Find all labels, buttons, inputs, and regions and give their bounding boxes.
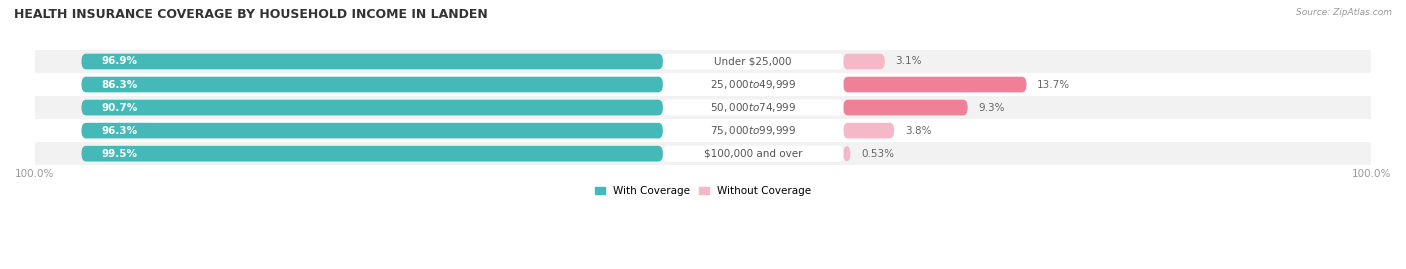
Text: 86.3%: 86.3% <box>101 80 138 90</box>
Text: Under $25,000: Under $25,000 <box>714 56 792 66</box>
Text: 3.8%: 3.8% <box>905 126 931 136</box>
FancyBboxPatch shape <box>82 146 662 161</box>
Text: $75,000 to $99,999: $75,000 to $99,999 <box>710 124 796 137</box>
Bar <box>35 142 1371 165</box>
Bar <box>35 73 1371 96</box>
FancyBboxPatch shape <box>662 100 844 116</box>
Bar <box>35 119 1371 142</box>
Text: $50,000 to $74,999: $50,000 to $74,999 <box>710 101 796 114</box>
FancyBboxPatch shape <box>82 123 662 139</box>
Legend: With Coverage, Without Coverage: With Coverage, Without Coverage <box>591 182 815 200</box>
Text: 0.53%: 0.53% <box>860 149 894 159</box>
FancyBboxPatch shape <box>844 77 1026 92</box>
FancyBboxPatch shape <box>844 54 884 69</box>
FancyBboxPatch shape <box>662 123 844 139</box>
Bar <box>35 96 1371 119</box>
Text: 9.3%: 9.3% <box>979 102 1005 113</box>
Bar <box>35 50 1371 73</box>
FancyBboxPatch shape <box>844 146 851 161</box>
Text: 90.7%: 90.7% <box>101 102 138 113</box>
FancyBboxPatch shape <box>662 54 844 70</box>
Text: HEALTH INSURANCE COVERAGE BY HOUSEHOLD INCOME IN LANDEN: HEALTH INSURANCE COVERAGE BY HOUSEHOLD I… <box>14 8 488 21</box>
Text: 96.3%: 96.3% <box>101 126 138 136</box>
FancyBboxPatch shape <box>82 77 662 92</box>
FancyBboxPatch shape <box>662 76 844 93</box>
FancyBboxPatch shape <box>82 100 662 115</box>
Text: 99.5%: 99.5% <box>101 149 138 159</box>
FancyBboxPatch shape <box>844 100 967 115</box>
Text: 96.9%: 96.9% <box>101 56 138 66</box>
FancyBboxPatch shape <box>662 146 844 162</box>
FancyBboxPatch shape <box>844 123 894 139</box>
Text: $25,000 to $49,999: $25,000 to $49,999 <box>710 78 796 91</box>
FancyBboxPatch shape <box>82 54 662 69</box>
Text: 3.1%: 3.1% <box>896 56 922 66</box>
Text: $100,000 and over: $100,000 and over <box>704 149 803 159</box>
Text: 13.7%: 13.7% <box>1038 80 1070 90</box>
Text: Source: ZipAtlas.com: Source: ZipAtlas.com <box>1296 8 1392 17</box>
